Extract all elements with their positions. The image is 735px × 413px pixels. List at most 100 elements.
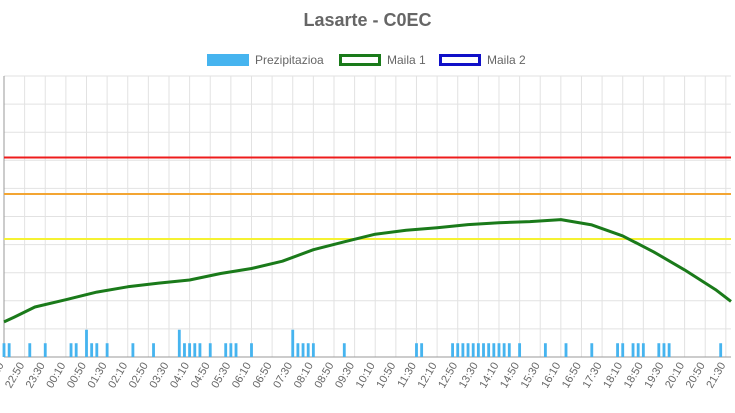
precipitation-bar [631, 343, 635, 357]
precipitation-bar [306, 343, 310, 357]
precipitation-bar [657, 343, 661, 357]
precipitation-bar [497, 343, 501, 357]
precipitation-bar [415, 343, 418, 357]
x-tick-label: 06:50 [251, 361, 275, 391]
precipitation-bar [224, 343, 228, 357]
x-tick-label: 12:50 [436, 361, 460, 391]
precipitation-bar [507, 343, 511, 357]
precipitation-bar [451, 343, 454, 357]
x-tick-label: 14:10 [477, 361, 501, 391]
x-tick-label: 02:50 [127, 361, 151, 391]
precipitation-bar [183, 343, 186, 357]
precipitation-bar [456, 343, 460, 357]
precipitation-bar [234, 343, 238, 357]
x-tick-label: 13:30 [457, 361, 481, 391]
precipitation-bar [420, 343, 424, 357]
chart-title: Lasarte - C0EC [303, 10, 432, 30]
precipitation-bar [193, 343, 197, 357]
x-tick-label: 03:30 [147, 361, 171, 391]
legend-item-precipitation[interactable]: Prezipitazioa [207, 50, 324, 70]
x-tick-label: 18:50 [622, 361, 646, 391]
precipitation-bar [69, 343, 73, 357]
legend-swatch-maila1 [339, 54, 381, 66]
x-tick-label: 16:10 [539, 361, 563, 391]
precipitation-bar [543, 343, 547, 357]
x-tick-label: 20:10 [663, 361, 687, 391]
precipitation-bar [476, 343, 480, 357]
x-tick-label: 17:30 [581, 361, 605, 391]
x-tick-label: 14:50 [498, 361, 522, 391]
precipitation-bar [482, 343, 485, 357]
x-tick-label: 18:10 [601, 361, 625, 391]
x-tick-label: 19:30 [642, 361, 666, 391]
x-tick-label: 15:30 [519, 361, 543, 391]
precipitation-bar [90, 343, 94, 357]
legend-swatch-precipitation [207, 54, 249, 66]
precipitation-bar [208, 343, 212, 357]
precipitation-bar [662, 343, 666, 357]
precipitation-bar [667, 343, 671, 357]
x-tick-label: 06:10 [230, 361, 254, 391]
x-tick-label: 08:50 [312, 361, 336, 391]
x-tick-label: 21:30 [704, 361, 728, 391]
x-tick-label: 10:10 [354, 361, 378, 391]
precipitation-bar [502, 343, 506, 357]
precipitation-bar [250, 343, 253, 357]
x-tick-label: 00:50 [65, 361, 89, 391]
x-tick-label: 05:30 [209, 361, 233, 391]
x-tick-label: 04:10 [168, 361, 192, 391]
precipitation-bar [461, 343, 465, 357]
x-tick-label: 01:30 [86, 361, 110, 391]
x-tick-label: 23:30 [24, 361, 48, 391]
precipitation-bar [311, 343, 315, 357]
precipitation-bar [105, 343, 109, 357]
legend-item-maila1[interactable]: Maila 1 [339, 50, 426, 70]
x-tick-label: 00:10 [44, 361, 68, 391]
precipitation-bar [85, 329, 88, 357]
precipitation-bar [152, 343, 155, 357]
precipitation-bar [636, 343, 640, 357]
precipitation-bar [229, 343, 233, 357]
precipitation-bar [719, 343, 723, 357]
precipitation-bar [590, 343, 594, 357]
x-tick-label: 08:10 [292, 361, 316, 391]
legend-label-maila1: Maila 1 [387, 53, 426, 67]
x-tick-label: 16:50 [560, 361, 584, 391]
x-tick-label: 09:30 [333, 361, 357, 391]
legend-label-precipitation: Prezipitazioa [255, 53, 324, 67]
chart-legend: Prezipitazioa Maila 1 Maila 2 [0, 50, 735, 70]
precipitation-bar [616, 343, 619, 357]
precipitation-bar [95, 343, 99, 357]
precipitation-bar [296, 343, 300, 357]
x-tick-label: 22:50 [3, 361, 27, 391]
x-tick-label: 07:30 [271, 361, 295, 391]
precipitation-bar [198, 343, 202, 357]
precipitation-bar [641, 343, 645, 357]
precipitation-bar [131, 343, 135, 357]
precipitation-bar [466, 343, 470, 357]
x-tick-label: 02:10 [106, 361, 130, 391]
x-tick-label: 10:50 [374, 361, 398, 391]
legend-item-maila2[interactable]: Maila 2 [439, 50, 526, 70]
precipitation-bar [291, 329, 295, 357]
precipitation-bar [7, 343, 11, 357]
precipitation-bar [621, 343, 625, 357]
precipitation-bar [177, 329, 181, 357]
precipitation-bar [188, 343, 192, 357]
maila1-line [3, 218, 732, 324]
precipitation-bar [487, 343, 491, 357]
legend-swatch-maila2 [439, 54, 481, 66]
precipitation-bar [43, 343, 47, 357]
x-tick-label: 04:50 [189, 361, 213, 391]
precipitation-bar [492, 343, 496, 357]
precipitation-bar [564, 343, 568, 357]
precipitation-bar [301, 343, 305, 357]
precipitation-bar [28, 343, 32, 357]
precipitation-bar [518, 343, 522, 357]
precipitation-bar [471, 343, 475, 357]
precipitation-bar [2, 343, 6, 357]
x-tick-label: 12:10 [416, 361, 440, 391]
precipitation-bar [342, 343, 346, 357]
x-tick-label: 20:50 [684, 361, 708, 391]
